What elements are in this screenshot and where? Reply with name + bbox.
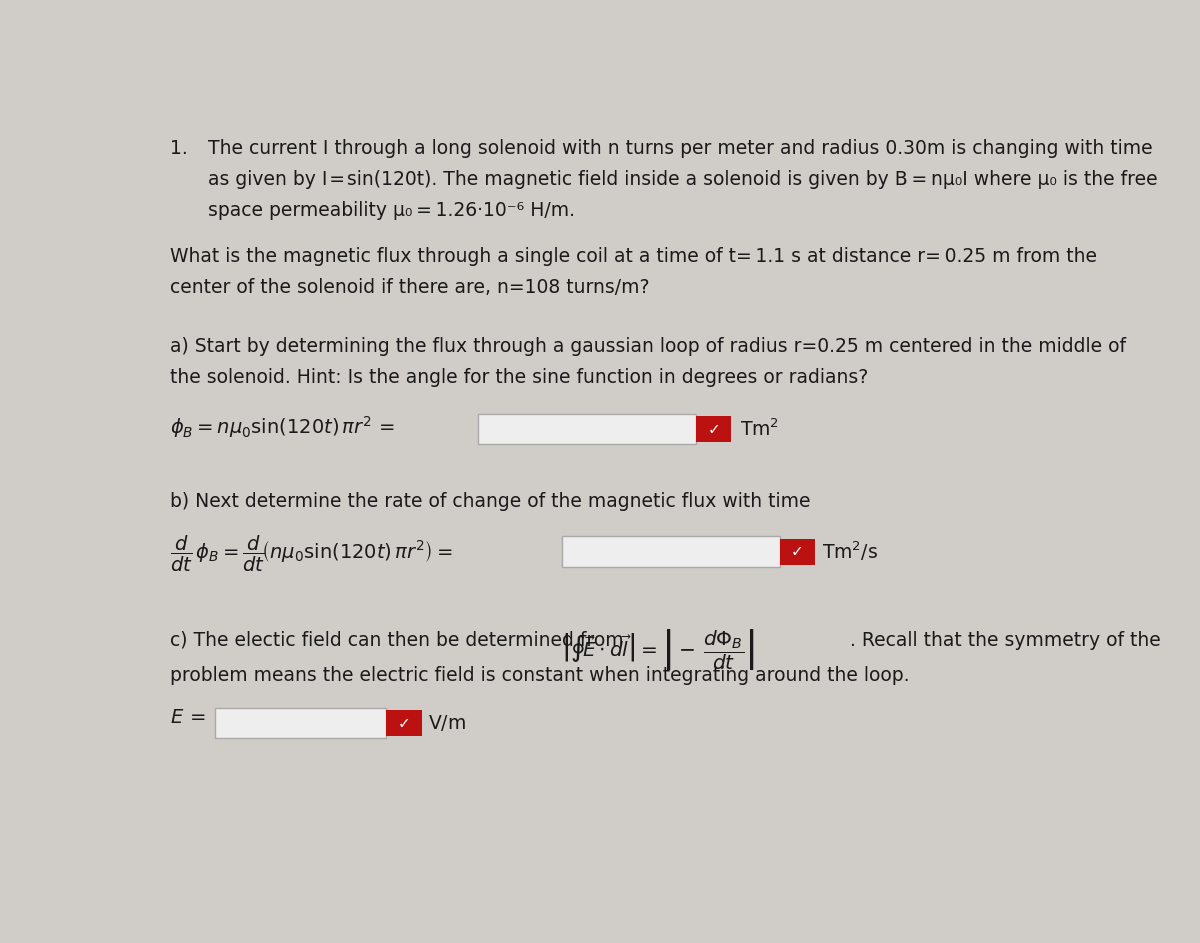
Text: 1.: 1. — [170, 139, 188, 157]
Text: c) The electic field can then be determined from: c) The electic field can then be determi… — [170, 631, 624, 650]
Text: $\phi_B = n\mu_0\mathrm{sin}(120t)\,\pi r^2\,=$: $\phi_B = n\mu_0\mathrm{sin}(120t)\,\pi … — [170, 414, 396, 439]
FancyBboxPatch shape — [386, 710, 422, 736]
Text: center of the solenoid if there are, n=108 turns/m?: center of the solenoid if there are, n=1… — [170, 278, 650, 297]
Text: $\mathrm{V/m}$: $\mathrm{V/m}$ — [428, 713, 467, 733]
Text: a) Start by determining the flux through a gaussian loop of radius r=0.25 m cent: a) Start by determining the flux through… — [170, 337, 1127, 356]
Text: ✓: ✓ — [397, 716, 410, 731]
Text: space permeability μ₀ = 1.26·10⁻⁶ H/m.: space permeability μ₀ = 1.26·10⁻⁶ H/m. — [208, 201, 575, 220]
Text: ✓: ✓ — [791, 544, 804, 559]
FancyBboxPatch shape — [780, 538, 815, 565]
Text: $\left|\oint\!\vec{E}\cdot d\vec{l}\right| = \left|-\,\dfrac{d\Phi_B}{dt}\right|: $\left|\oint\!\vec{E}\cdot d\vec{l}\righ… — [562, 627, 755, 672]
Text: the solenoid. Hint: Is the angle for the sine function in degrees or radians?: the solenoid. Hint: Is the angle for the… — [170, 368, 869, 387]
Text: $E\,=$: $E\,=$ — [170, 708, 206, 727]
Text: $\mathrm{Tm}^2/\mathrm{s}$: $\mathrm{Tm}^2/\mathrm{s}$ — [822, 540, 877, 564]
Text: $\mathrm{Tm}^2$: $\mathrm{Tm}^2$ — [740, 419, 779, 439]
Text: The current I through a long solenoid with n turns per meter and radius 0.30m is: The current I through a long solenoid wi… — [208, 139, 1152, 157]
Text: as given by I = sin(120t). The magnetic field inside a solenoid is given by B = : as given by I = sin(120t). The magnetic … — [208, 170, 1157, 189]
Text: What is the magnetic flux through a single coil at a time of t= 1.1 s at distanc: What is the magnetic flux through a sing… — [170, 247, 1098, 266]
FancyBboxPatch shape — [215, 708, 386, 738]
Text: problem means the electric field is constant when integrating around the loop.: problem means the electric field is cons… — [170, 666, 910, 685]
Text: b) Next determine the rate of change of the magnetic flux with time: b) Next determine the rate of change of … — [170, 492, 811, 511]
FancyBboxPatch shape — [479, 414, 696, 444]
FancyBboxPatch shape — [562, 537, 780, 567]
Text: $\dfrac{d}{dt}\,\phi_B = \dfrac{d}{dt}\!\left(n\mu_0\mathrm{sin}(120t)\,\pi r^2\: $\dfrac{d}{dt}\,\phi_B = \dfrac{d}{dt}\!… — [170, 535, 454, 574]
FancyBboxPatch shape — [696, 416, 732, 442]
Text: ✓: ✓ — [707, 422, 720, 437]
Text: . Recall that the symmetry of the: . Recall that the symmetry of the — [851, 631, 1162, 650]
